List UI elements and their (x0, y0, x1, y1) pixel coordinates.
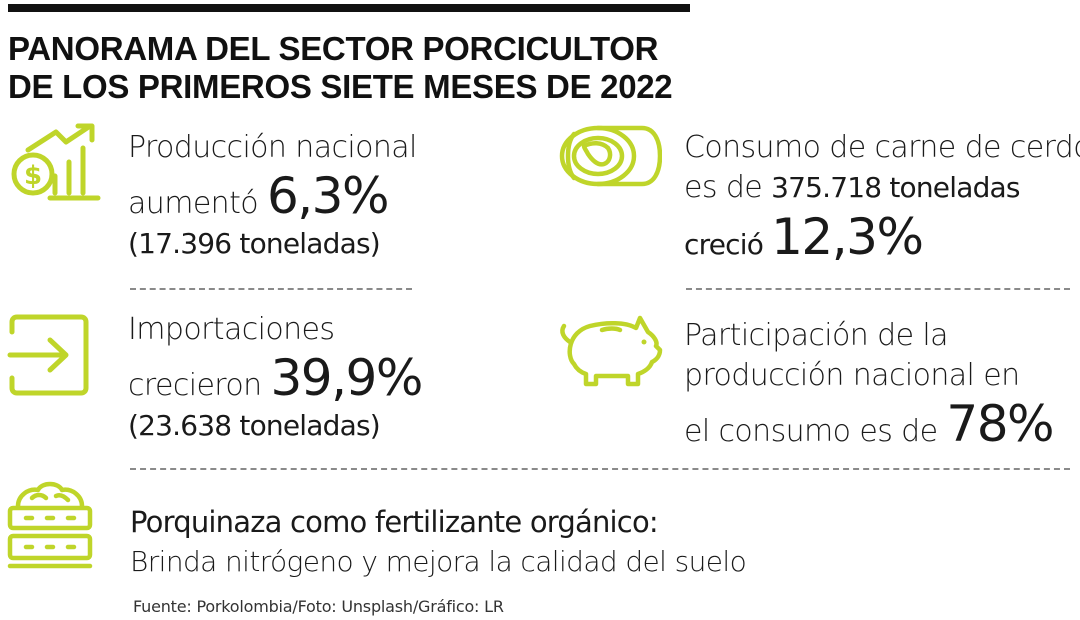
divider-right-top (686, 288, 1070, 290)
pork-meat-icon (558, 124, 662, 188)
import-arrow-icon (6, 312, 92, 398)
consumo-line1: Consumo de carne de cerdo (684, 130, 1080, 165)
consumo-block: Consumo de carne de cerdo es de 375.718 … (684, 128, 1080, 266)
produccion-label: aumentó (128, 186, 267, 221)
source-note: Fuente: Porkolombia/Foto: Unsplash/Gráfi… (133, 597, 504, 616)
participacion-block: Participación de la producción nacional … (684, 316, 1055, 453)
produccion-block: Producción nacional aumentó 6,3% (17.396… (128, 128, 417, 264)
page-title: PANORAMA DEL SECTOR PORCICULTOR DE LOS P… (8, 30, 708, 106)
pig-icon (556, 312, 664, 390)
importaciones-tons: (23.638 toneladas) (128, 409, 381, 442)
title-line-2: DE LOS PRIMEROS SIETE MESES DE 2022 (8, 68, 673, 105)
porquinaza-heading: Porquinaza como fertilizante orgánico: (130, 505, 659, 539)
divider-left-top (130, 288, 412, 290)
title-line-1: PANORAMA DEL SECTOR PORCICULTOR (8, 30, 659, 67)
top-rule (8, 4, 690, 12)
fertilizer-crate-icon (4, 478, 96, 570)
participacion-line1: Participación de la (684, 318, 949, 353)
participacion-line2: producción nacional en (684, 358, 1020, 393)
divider-full (130, 468, 1070, 470)
money-growth-icon: $ (6, 122, 102, 206)
participacion-label: el consumo es de (684, 414, 947, 449)
importaciones-label: crecieron (128, 368, 271, 403)
consumo-tons: 375.718 toneladas (771, 171, 1020, 204)
produccion-line1: Producción nacional (128, 130, 417, 165)
consumo-label: es de (684, 170, 772, 205)
consumo-growth-label: creció (684, 228, 772, 261)
importaciones-block: Importaciones crecieron 39,9% (23.638 to… (128, 310, 424, 446)
produccion-value: 6,3% (266, 167, 390, 225)
porquinaza-block: Porquinaza como fertilizante orgánico: B… (130, 502, 747, 582)
svg-text:$: $ (24, 161, 42, 191)
participacion-value: 78% (946, 395, 1054, 453)
importaciones-value: 39,9% (270, 349, 424, 407)
consumo-growth-value: 12,3% (771, 208, 924, 266)
porquinaza-desc: Brinda nitrógeno y mejora la calidad del… (130, 545, 747, 578)
produccion-tons: (17.396 toneladas) (128, 227, 381, 260)
importaciones-line1: Importaciones (128, 312, 335, 347)
